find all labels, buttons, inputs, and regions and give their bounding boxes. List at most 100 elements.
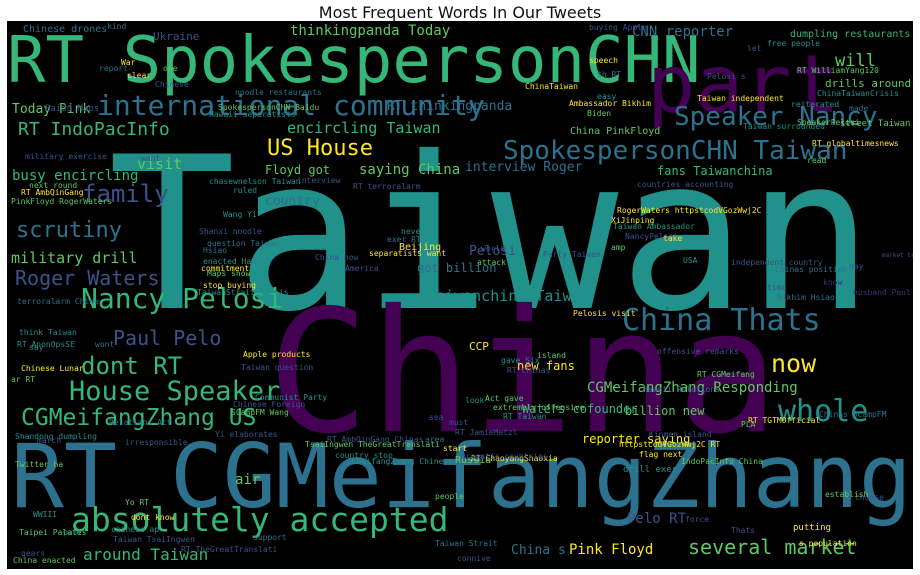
word: Taiwan Ambassador	[613, 222, 695, 231]
word: SpokespersonCHN Taiwan	[503, 136, 848, 166]
word: start	[443, 444, 468, 453]
word: next round	[29, 181, 78, 190]
word: RT AnonOpsSE	[17, 340, 75, 349]
word: encircling Taiwan	[287, 119, 441, 137]
word: RT Taiwan	[503, 412, 547, 421]
word: people	[435, 492, 464, 501]
word: RT AmbQinGang Chinas	[327, 435, 424, 444]
word: international community	[97, 89, 485, 122]
word: Chinese drones	[23, 24, 108, 35]
word: attack	[477, 258, 506, 267]
word: got billion	[417, 261, 497, 275]
word: TsaiIngwen TheGreatTranslati	[305, 440, 440, 449]
word: take	[663, 234, 683, 243]
word: ar RT	[11, 375, 36, 384]
word: Russia	[455, 455, 492, 466]
word: Bikhim Hsiao	[777, 293, 835, 302]
word: Pelosis visit	[573, 309, 636, 318]
word: RT CGMeifangZhang	[11, 425, 912, 528]
word: air	[235, 472, 261, 488]
word: SCampFM Wang	[231, 408, 289, 417]
word: Hawaii Relations	[643, 385, 721, 394]
word: whole	[778, 394, 869, 429]
word: interview	[297, 176, 341, 185]
word: look	[465, 396, 485, 405]
word: Paul Pelo	[113, 326, 222, 350]
word: will	[835, 51, 876, 71]
word-cloud: Taiwan China RT CGMeifangZhang RT Spokes…	[7, 21, 913, 569]
word: RT AmbQinGang	[21, 188, 84, 197]
word: Shanxi noodle	[199, 227, 262, 236]
word: time	[767, 283, 787, 292]
word: RogerWaters httpstcodVGozWwj2C	[617, 206, 762, 215]
word: USA	[683, 256, 698, 265]
word: Taipei Palates	[19, 528, 87, 537]
word: interview Roger	[465, 160, 583, 175]
word: Taiwan TsaiIngwen	[113, 535, 195, 544]
word: RT CGMeifang	[697, 370, 755, 379]
word: Chinese	[155, 80, 189, 89]
word: Floyd got	[265, 163, 331, 177]
word: dont RT	[81, 352, 183, 380]
word: chasewnelson Taiwan	[209, 177, 301, 186]
word: buying Apple	[589, 23, 647, 32]
word: one	[163, 64, 178, 73]
word: part	[647, 38, 840, 131]
word: Today Pink	[12, 102, 91, 117]
word: amp	[611, 243, 626, 252]
word: dumpling restaurants	[790, 29, 911, 40]
word: country	[265, 194, 320, 209]
word: Roger Waters	[15, 266, 160, 290]
word: visit	[137, 155, 183, 173]
word: CCP	[469, 340, 489, 353]
word: dramatic countries	[461, 452, 548, 461]
word: Chinese Lunar	[21, 364, 84, 373]
word: commitment	[201, 264, 250, 273]
word: Apple products	[243, 350, 311, 359]
word: never	[401, 227, 426, 236]
word: Ukraine	[153, 30, 200, 43]
word: exer RT	[387, 235, 421, 244]
word: fans Taiwanchina	[657, 164, 773, 178]
word: easy	[597, 92, 617, 101]
word: country stop	[335, 451, 393, 460]
word: ruled	[233, 186, 258, 195]
word: military drill	[11, 249, 138, 267]
word: PinkFloyd RogerWaters	[11, 197, 113, 206]
word: Twitter ha	[15, 460, 64, 469]
word: China PinkFloyd	[570, 126, 661, 137]
word: several market	[688, 535, 857, 559]
word: billion new	[625, 404, 705, 418]
word: RT SpokespersonCHN	[7, 24, 701, 98]
word: military exercise	[25, 152, 107, 161]
word: irresponsible	[125, 438, 188, 447]
word: drills around	[825, 77, 912, 90]
word: NancyPelosi	[625, 232, 678, 241]
word: Yi elaborates	[215, 430, 278, 439]
word: force	[685, 515, 710, 524]
word: report	[99, 64, 128, 73]
word: RT JamieMetzl	[455, 428, 518, 437]
word: clear	[127, 71, 152, 80]
word: RT IndoPacInfo	[18, 119, 170, 140]
word: separatists want	[369, 249, 447, 258]
word: China now	[315, 253, 359, 262]
word: Act gave	[485, 394, 524, 403]
word: Taiwan surrounded	[743, 122, 825, 131]
word: husband Paul	[853, 288, 911, 297]
word: Pelosi	[469, 244, 516, 259]
word: SpeakerPelosi	[797, 118, 860, 127]
word: around Taiwan	[83, 545, 209, 564]
word: SpokespersonCHN Baidu	[218, 103, 320, 112]
word: question Taiwan	[207, 239, 280, 248]
word: support	[253, 533, 287, 542]
word: absolutely accepted	[71, 500, 449, 539]
word: market trades	[882, 252, 913, 259]
word: XiJinping	[611, 216, 655, 225]
word: Maps show	[207, 269, 251, 278]
word: Taiwanchina Taiwan	[427, 287, 590, 305]
word: th RT	[597, 70, 622, 79]
word: speech	[589, 56, 618, 65]
word: War	[121, 58, 136, 67]
word: Speaker Nancy	[674, 102, 878, 132]
